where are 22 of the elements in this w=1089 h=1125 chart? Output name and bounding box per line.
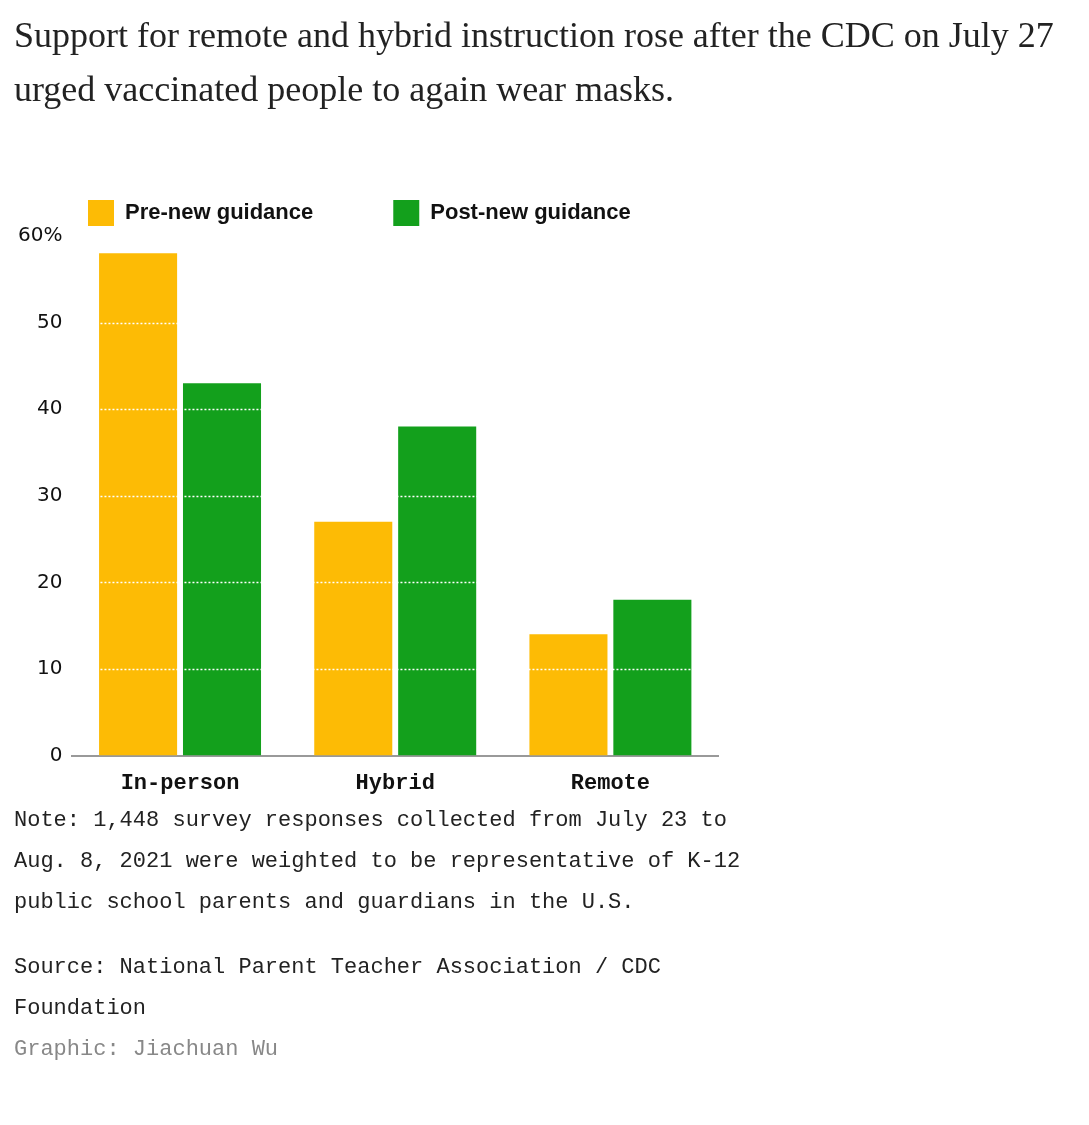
source-note: Source: National Parent Teacher Association / CDC Foundation	[14, 954, 662, 1023]
x-tick-label: Remote	[570, 771, 651, 797]
legend-label: Post-new guidance	[430, 199, 631, 225]
y-tick-label: 60%	[18, 222, 63, 247]
bar	[99, 253, 178, 756]
y-tick-label: 40	[37, 395, 63, 420]
x-tick-label: Hybrid	[355, 771, 435, 797]
bar	[398, 426, 477, 756]
bar	[529, 634, 608, 756]
y-tick-label: 50	[37, 308, 63, 333]
legend-label: Pre-new guidance	[125, 199, 314, 225]
y-tick-label: 30	[37, 482, 63, 506]
y-tick-label: 0	[49, 741, 63, 766]
bar	[182, 383, 262, 756]
bar	[613, 599, 692, 756]
chart-title: Support for remote and hybrid instruction rose after the CDC on July 27 urged vaccinated people to again wear masks.	[14, 14, 1055, 111]
text: Note: 1,448 survey responses collected from July 23 to Aug. 8, 2021 were weighted to be representative of K-12 public school parents and guardians in the U.S.	[14, 807, 742, 917]
bar	[314, 521, 393, 756]
y-tick-label: 20	[37, 568, 63, 593]
y-tick-label: 10	[37, 655, 63, 680]
x-tick-label: In-person	[120, 771, 240, 797]
text: Graphic: Jiachuan Wu	[14, 1036, 280, 1064]
